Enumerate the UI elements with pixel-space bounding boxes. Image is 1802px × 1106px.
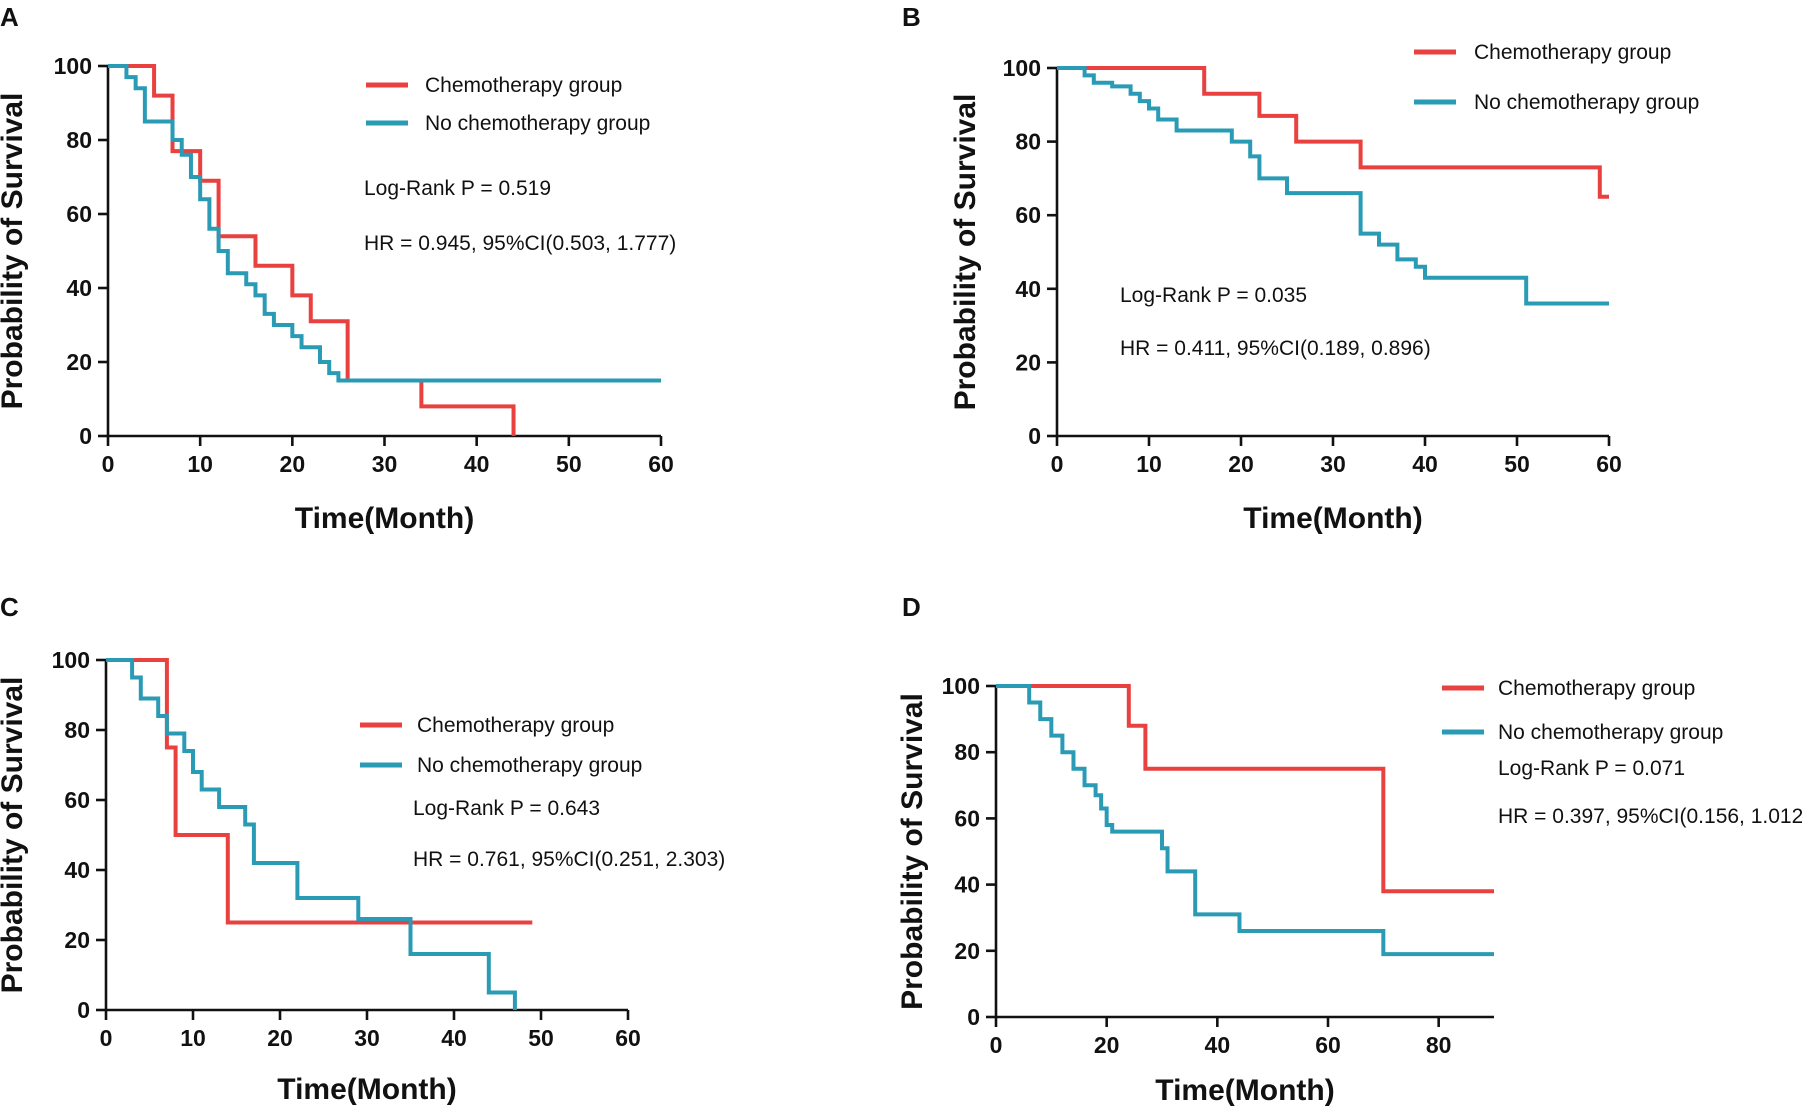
- legend-label-no-chemotherapy: No chemotherapy group: [425, 112, 650, 135]
- legend-label-chemotherapy: Chemotherapy group: [417, 714, 614, 737]
- y-tick-label: 60: [64, 787, 90, 813]
- x-tick-label: 50: [528, 1025, 554, 1051]
- y-tick-label: 60: [954, 805, 980, 831]
- x-tick-label: 60: [1315, 1032, 1341, 1058]
- y-tick-label: 60: [1015, 202, 1041, 228]
- hazard-ratio-annotation: HR = 0.945, 95%CI(0.503, 1.777): [364, 232, 676, 255]
- x-axis-title: Time(Month): [1155, 1074, 1334, 1106]
- y-tick-label: 20: [66, 349, 92, 375]
- panel-label: A: [0, 2, 19, 32]
- y-tick-label: 80: [66, 127, 92, 153]
- x-tick-label: 50: [1504, 451, 1530, 477]
- y-tick-label: 0: [77, 997, 90, 1023]
- x-tick-label: 40: [441, 1025, 467, 1051]
- x-tick-label: 20: [1094, 1032, 1120, 1058]
- chemotherapy-curve: [1057, 68, 1609, 197]
- hazard-ratio-annotation: HR = 0.411, 95%CI(0.189, 0.896): [1120, 337, 1431, 360]
- x-tick-label: 0: [100, 1025, 113, 1051]
- panel-c: C 0 20 40 60 80 100 0 10 20 30 40 50 60 Time(Month) Pro…: [0, 592, 725, 1106]
- hazard-ratio-annotation: HR = 0.761, 95%CI(0.251, 2.303): [413, 848, 725, 871]
- legend-label-no-chemotherapy: No chemotherapy group: [417, 754, 642, 777]
- panel-label: B: [902, 2, 921, 32]
- y-tick-label: 40: [64, 857, 90, 883]
- panel-label: D: [902, 592, 921, 622]
- y-tick-label: 0: [967, 1004, 980, 1030]
- x-axis-title: Time(Month): [1243, 502, 1422, 535]
- panel-b: B 0 20 40 60 80 100 0 10 20 30 40 50 60 Time(Month) Pro…: [902, 2, 1699, 535]
- y-tick-label: 0: [79, 423, 92, 449]
- chemotherapy-curve: [106, 660, 532, 923]
- x-tick-label: 0: [990, 1032, 1003, 1058]
- x-tick-label: 20: [1228, 451, 1254, 477]
- x-tick-label: 40: [464, 451, 490, 477]
- log-rank-annotation: Log-Rank P = 0.035: [1120, 284, 1307, 307]
- x-axis-title: Time(Month): [277, 1073, 456, 1106]
- legend-label-no-chemotherapy: No chemotherapy group: [1474, 91, 1699, 114]
- legend-label-chemotherapy: Chemotherapy group: [425, 74, 622, 97]
- y-tick-label: 80: [954, 739, 980, 765]
- log-rank-annotation: Log-Rank P = 0.643: [413, 797, 600, 820]
- x-tick-label: 30: [1320, 451, 1346, 477]
- y-tick-label: 80: [1015, 129, 1041, 155]
- x-tick-label: 0: [1051, 451, 1064, 477]
- y-tick-label: 100: [52, 647, 90, 673]
- x-tick-label: 30: [354, 1025, 380, 1051]
- y-axis-title: Probability of Survival: [896, 693, 929, 1010]
- x-axis-title: Time(Month): [295, 502, 474, 535]
- y-axis-title: Probability of Survival: [0, 93, 29, 410]
- x-tick-label: 10: [187, 451, 213, 477]
- survival-figure: A0204060801000 10 20 30 40 50 60Time(Month)Pro…: [0, 0, 1802, 1106]
- legend-label-chemotherapy: Chemotherapy group: [1498, 677, 1695, 700]
- y-tick-label: 80: [64, 717, 90, 743]
- legend-label-chemotherapy: Chemotherapy group: [1474, 41, 1671, 64]
- panel-a: A 0 20 40 60 80 100 0 10 20 30 40 50 60 Time(Month) Pro…: [0, 2, 676, 535]
- x-tick-label: 30: [372, 451, 398, 477]
- y-tick-label: 20: [64, 927, 90, 953]
- y-tick-label: 40: [1015, 276, 1041, 302]
- x-tick-label: 10: [180, 1025, 206, 1051]
- log-rank-annotation: Log-Rank P = 0.519: [364, 177, 551, 200]
- y-axis-title: Probability of Survival: [0, 677, 29, 994]
- x-tick-label: 60: [1596, 451, 1622, 477]
- log-rank-annotation: Log-Rank P = 0.071: [1498, 757, 1685, 780]
- x-tick-label: 10: [1136, 451, 1162, 477]
- x-tick-label: 60: [648, 451, 674, 477]
- y-tick-label: 20: [1015, 349, 1041, 375]
- y-tick-label: 100: [54, 53, 92, 79]
- chemotherapy-curve: [996, 686, 1494, 891]
- x-tick-label: 80: [1426, 1032, 1452, 1058]
- x-tick-label: 20: [267, 1025, 293, 1051]
- x-tick-label: 20: [280, 451, 306, 477]
- no-chemotherapy-curve: [996, 686, 1494, 954]
- x-tick-label: 0: [102, 451, 115, 477]
- y-axis-title: Probability of Survival: [949, 94, 982, 411]
- panel-d: D 0 20 40 60 80 100 0 20 40 60 80 Time(Month) Probabi…: [896, 592, 1802, 1106]
- hazard-ratio-annotation: HR = 0.397, 95%CI(0.156, 1.012): [1498, 805, 1802, 828]
- x-tick-label: 50: [556, 451, 582, 477]
- panel-label: C: [0, 592, 19, 622]
- y-tick-label: 40: [954, 872, 980, 898]
- legend-label-no-chemotherapy: No chemotherapy group: [1498, 721, 1723, 744]
- y-tick-label: 100: [1003, 55, 1041, 81]
- x-tick-label: 40: [1412, 451, 1438, 477]
- y-tick-label: 20: [954, 938, 980, 964]
- x-tick-label: 60: [615, 1025, 641, 1051]
- x-tick-label: 40: [1205, 1032, 1231, 1058]
- y-tick-label: 40: [66, 275, 92, 301]
- y-tick-label: 100: [942, 673, 980, 699]
- y-tick-label: 60: [66, 201, 92, 227]
- y-tick-label: 0: [1028, 423, 1041, 449]
